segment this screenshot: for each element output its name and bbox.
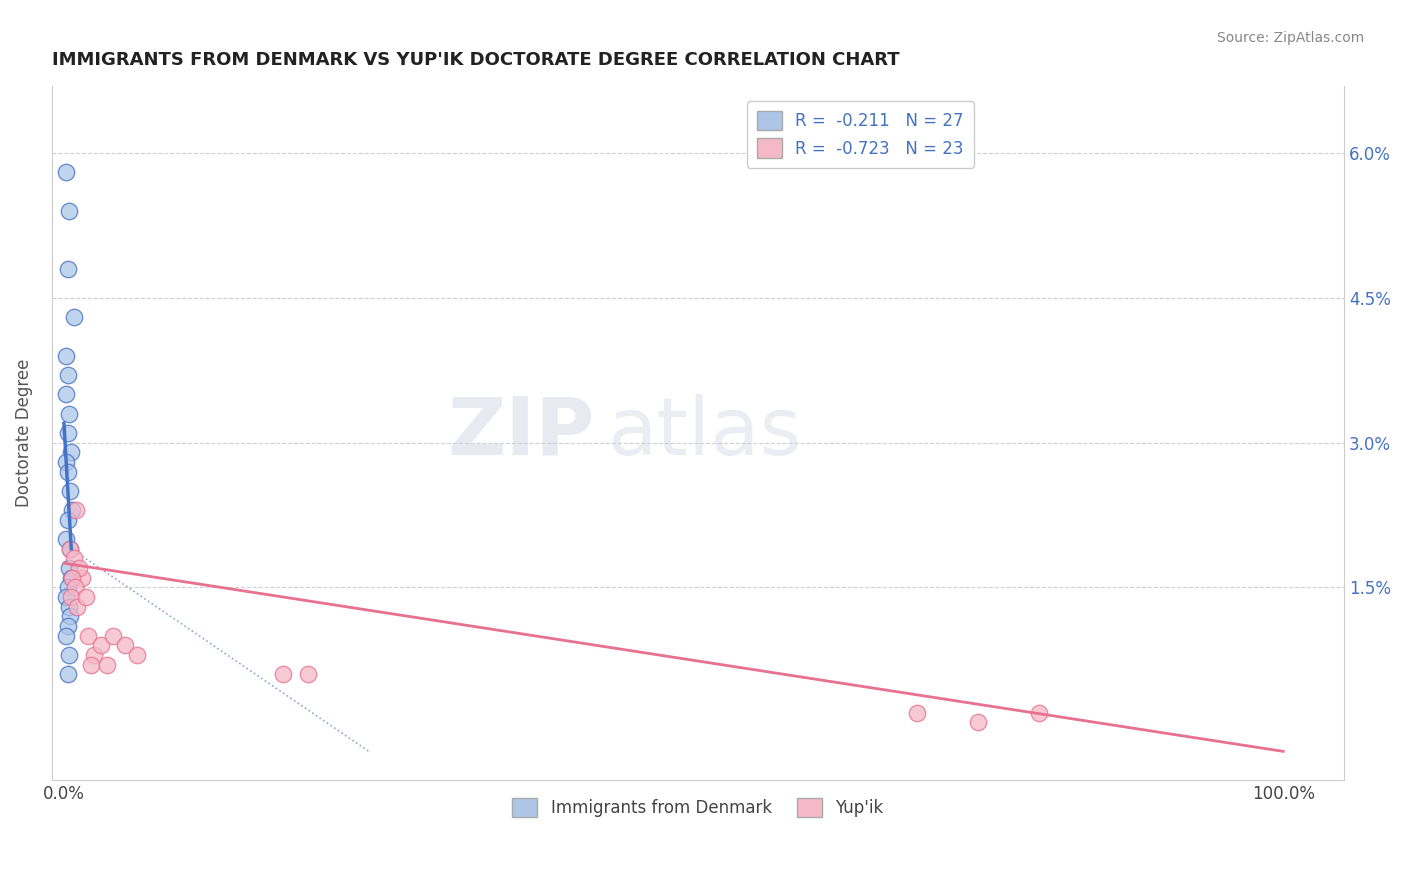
Point: [55, 629, 77, 643]
Point: [60, 571, 83, 585]
Point: [89, 638, 111, 652]
Point: [273, 667, 295, 681]
Point: [65, 503, 87, 517]
Text: atlas: atlas: [607, 394, 801, 472]
Point: [59, 609, 82, 624]
Point: [59, 541, 82, 556]
Point: [59, 541, 82, 556]
Point: [80, 657, 103, 672]
Point: [70, 571, 93, 585]
Point: [55, 532, 77, 546]
Point: [127, 648, 149, 662]
Point: [62, 310, 84, 325]
Point: [75, 590, 97, 604]
Point: [55, 455, 77, 469]
Point: [62, 503, 84, 517]
Point: [905, 706, 928, 720]
Point: [56, 425, 79, 440]
Text: IMMIGRANTS FROM DENMARK VS YUP'IK DOCTORATE DEGREE CORRELATION CHART: IMMIGRANTS FROM DENMARK VS YUP'IK DOCTOR…: [52, 51, 900, 69]
Point: [56, 667, 79, 681]
Point: [114, 638, 136, 652]
Point: [77, 629, 100, 643]
Text: Source: ZipAtlas.com: Source: ZipAtlas.com: [1216, 31, 1364, 45]
Point: [96, 657, 118, 672]
Point: [83, 648, 105, 662]
Point: [66, 599, 89, 614]
Point: [60, 590, 83, 604]
Point: [101, 629, 124, 643]
Point: [55, 387, 77, 401]
Point: [58, 407, 80, 421]
Point: [59, 483, 82, 498]
Point: [60, 445, 83, 459]
Point: [56, 465, 79, 479]
Point: [58, 204, 80, 219]
Point: [67, 561, 90, 575]
Point: [56, 619, 79, 633]
Point: [55, 165, 77, 179]
Point: [1028, 706, 1050, 720]
Point: [58, 599, 80, 614]
Point: [63, 580, 86, 594]
Point: [56, 580, 79, 594]
Y-axis label: Doctorate Degree: Doctorate Degree: [15, 359, 32, 507]
Point: [967, 715, 990, 730]
Point: [62, 551, 84, 566]
Point: [56, 513, 79, 527]
Point: [297, 667, 319, 681]
Text: ZIP: ZIP: [447, 394, 595, 472]
Point: [55, 590, 77, 604]
Point: [58, 561, 80, 575]
Point: [56, 261, 79, 276]
Point: [62, 571, 84, 585]
Point: [56, 368, 79, 382]
Point: [58, 648, 80, 662]
Point: [55, 349, 77, 363]
Legend: Immigrants from Denmark, Yup'ik: Immigrants from Denmark, Yup'ik: [506, 791, 890, 824]
